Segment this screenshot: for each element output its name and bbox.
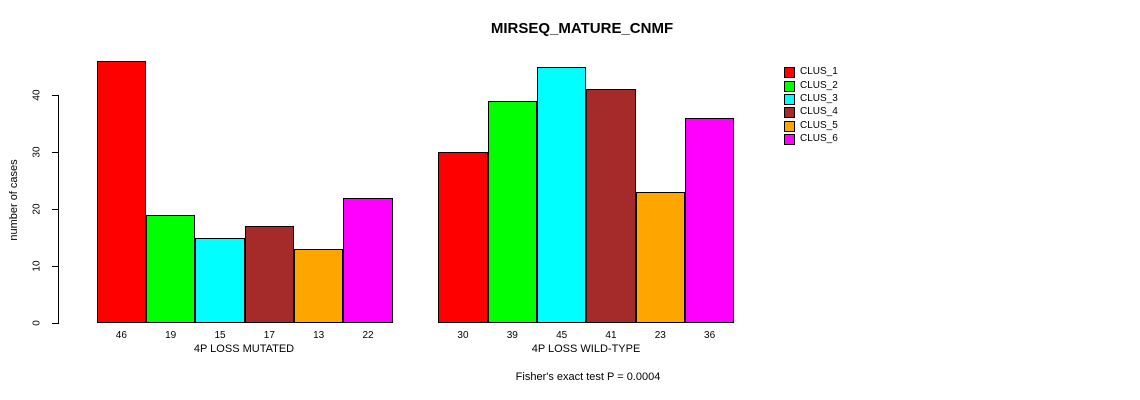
- legend-swatch-clus_4: [784, 107, 795, 119]
- legend-swatch-clus_6: [784, 134, 795, 146]
- y-tick-label: 10: [31, 260, 43, 272]
- bar-value-label: 46: [115, 330, 127, 341]
- bar-clus_1-group1: [96, 60, 147, 323]
- legend-label-clus_6: CLUS_6: [800, 133, 838, 145]
- bar-value-label: 39: [506, 330, 518, 341]
- y-tick-mark: [52, 323, 59, 324]
- y-tick-mark: [52, 266, 59, 267]
- bar-value-label: 41: [605, 330, 617, 341]
- y-tick-label: 40: [31, 89, 43, 101]
- legend-swatch-clus_2: [784, 80, 795, 92]
- fisher-test-annotation: Fisher's exact test P = 0.0004: [515, 371, 661, 383]
- y-tick-mark: [52, 209, 59, 210]
- bar-value-label: 17: [263, 330, 275, 341]
- bar-clus_5-group2: [635, 191, 685, 323]
- bar-value-label: 45: [556, 330, 568, 341]
- y-tick-label: 0: [31, 320, 43, 326]
- legend-label-clus_5: CLUS_5: [800, 119, 838, 131]
- bar-clus_2-group1: [146, 214, 196, 323]
- bar-value-label: 19: [165, 330, 177, 341]
- bar-clus_1-group2: [438, 152, 488, 323]
- bar-value-label: 30: [457, 330, 469, 341]
- y-tick-mark: [52, 152, 59, 153]
- bar-clus_4-group2: [586, 89, 636, 323]
- bar-clus_6-group2: [684, 117, 735, 323]
- legend-swatch-clus_1: [784, 67, 795, 79]
- bar-clus_2-group2: [487, 100, 537, 323]
- bar-value-label: 22: [362, 330, 374, 341]
- y-tick-label: 20: [31, 203, 43, 215]
- bar-value-label: 13: [313, 330, 325, 341]
- legend-swatch-clus_3: [784, 94, 795, 105]
- chart-title: MIRSEQ_MATURE_CNMF: [490, 20, 674, 37]
- legend-label-clus_2: CLUS_2: [800, 79, 838, 91]
- bar-clus_3-group1: [195, 237, 245, 323]
- legend-label-clus_4: CLUS_4: [800, 106, 838, 118]
- bar-value-label: 15: [214, 330, 226, 341]
- bar-clus_3-group2: [536, 66, 587, 323]
- y-tick-mark: [52, 95, 59, 96]
- legend-swatch-clus_5: [784, 120, 795, 132]
- bar-clus_4-group1: [244, 226, 295, 323]
- x-axis-label-wild-type: 4P LOSS WILD-TYPE: [531, 343, 641, 355]
- bar-clus_5-group1: [294, 248, 344, 323]
- y-axis-label: number of cases: [8, 159, 20, 241]
- x-axis-label-mutated: 4P LOSS MUTATED: [193, 343, 295, 355]
- y-tick-label: 30: [31, 146, 43, 158]
- legend-label-clus_1: CLUS_1: [800, 66, 838, 78]
- legend-label-clus_3: CLUS_3: [800, 93, 838, 104]
- bar-value-label: 23: [654, 330, 666, 341]
- bar-value-label: 36: [704, 330, 716, 341]
- bar-clus_6-group1: [343, 197, 393, 323]
